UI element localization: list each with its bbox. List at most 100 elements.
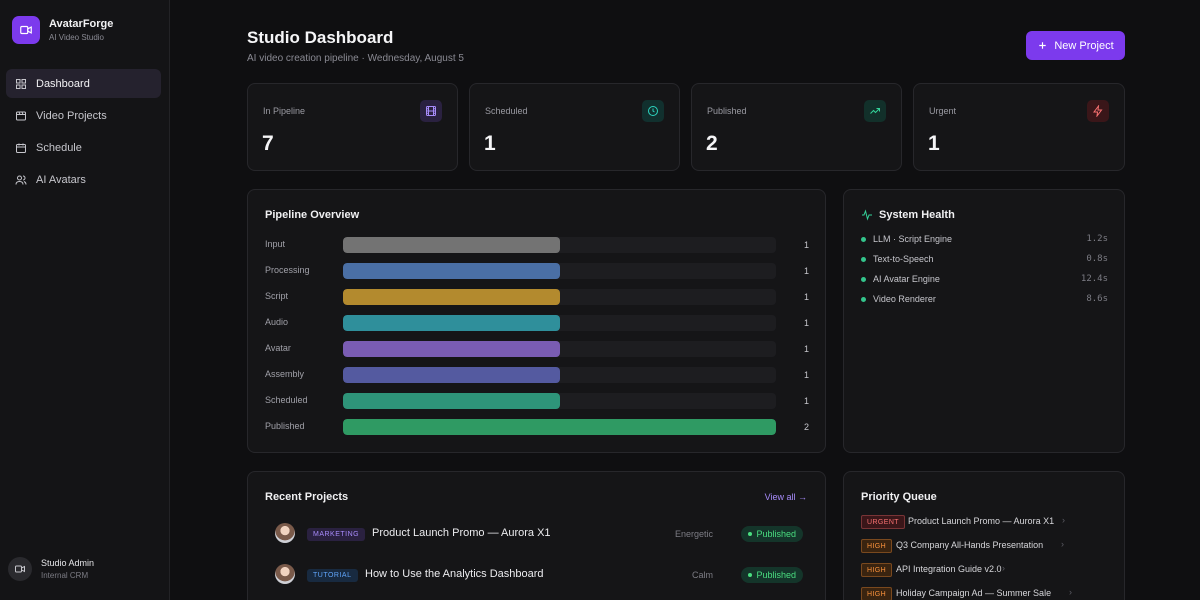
stat-card-scheduled: Scheduled 1 xyxy=(469,83,680,171)
priority-item-title: API Integration Guide v2.0 xyxy=(896,564,1002,574)
pipeline-stage-label: Audio xyxy=(265,317,289,327)
user-name: Studio Admin xyxy=(41,558,95,568)
pipeline-bar xyxy=(343,393,560,409)
service-latency: 8.6s xyxy=(1086,294,1108,304)
pipeline-overview-card: Pipeline Overview Input 1 Processing 1 Scrip… xyxy=(247,189,826,453)
zap-icon xyxy=(1087,100,1109,122)
sidebar-nav: Dashboard Video Projects Schedule AI Ava… xyxy=(6,69,161,197)
pipeline-stage-count: 1 xyxy=(804,344,810,354)
service-name: LLM · Script Engine xyxy=(873,234,953,244)
project-tone: Calm xyxy=(691,570,713,580)
pipeline-stage-label: Avatar xyxy=(265,343,291,353)
pipeline-row: Audio 1 xyxy=(265,315,810,331)
pipeline-bar-track xyxy=(343,367,776,383)
sidebar-item-label: Video Projects xyxy=(36,109,107,122)
pipeline-stage-label: Published xyxy=(265,421,305,431)
pipeline-stage-count: 1 xyxy=(804,396,810,406)
system-health-header: System Health xyxy=(861,209,955,221)
status-dot-icon xyxy=(861,237,866,242)
service-latency: 1.2s xyxy=(1086,234,1108,244)
user-profile[interactable]: Studio Admin Internal CRM xyxy=(8,557,94,581)
new-project-button[interactable]: New Project xyxy=(1026,31,1125,60)
sidebar-item-label: AI Avatars xyxy=(36,173,86,186)
priority-badge: URGENT xyxy=(861,515,905,529)
chevron-right-icon: › xyxy=(1069,587,1072,597)
clock-icon xyxy=(642,100,664,122)
pipeline-bar xyxy=(343,237,560,253)
pipeline-bar-track xyxy=(343,289,776,305)
priority-badge: HIGH xyxy=(861,587,893,600)
brand-name: AvatarForge xyxy=(49,18,114,30)
status-dot-icon xyxy=(861,297,866,302)
avatar xyxy=(275,564,295,584)
chevron-right-icon: › xyxy=(1062,515,1065,525)
priority-item-title: Q3 Company All-Hands Presentation xyxy=(896,540,1044,550)
sidebar-item-video-projects[interactable]: Video Projects xyxy=(6,101,161,130)
new-project-label: New Project xyxy=(1054,39,1114,52)
priority-queue-title: Priority Queue xyxy=(861,491,937,503)
health-service-row: Video Renderer 8.6s xyxy=(861,294,1108,308)
users-icon xyxy=(15,175,27,185)
pipeline-bar-track xyxy=(343,393,776,409)
priority-item[interactable]: URGENT Product Launch Promo — Aurora X1 › xyxy=(861,515,1121,529)
stat-value: 1 xyxy=(928,132,940,155)
pipeline-row: Published 2 xyxy=(265,419,810,435)
pipeline-bar-track xyxy=(343,315,776,331)
stat-value: 2 xyxy=(706,132,718,155)
project-title: Product Launch Promo — Aurora X1 xyxy=(372,527,551,539)
film-icon xyxy=(420,100,442,122)
pipeline-stage-count: 2 xyxy=(804,422,810,432)
pipeline-stage-count: 1 xyxy=(804,370,810,380)
priority-item[interactable]: HIGH API Integration Guide v2.0 › xyxy=(861,563,1121,577)
pipeline-bar-track xyxy=(343,341,776,357)
priority-item-title: Product Launch Promo — Aurora X1 xyxy=(908,516,1055,526)
stat-label: Urgent xyxy=(929,106,957,116)
sidebar-item-label: Dashboard xyxy=(36,77,90,90)
chevron-right-icon: › xyxy=(1002,563,1005,573)
pipeline-row: Avatar 1 xyxy=(265,341,810,357)
sidebar-item-schedule[interactable]: Schedule xyxy=(6,133,161,162)
project-tone: Energetic xyxy=(674,529,713,539)
chevron-right-icon: › xyxy=(1061,539,1064,549)
pipeline-stage-label: Input xyxy=(265,239,286,249)
pipeline-row: Assembly 1 xyxy=(265,367,810,383)
pipeline-bar xyxy=(343,289,560,305)
activity-icon xyxy=(862,209,872,221)
pipeline-bar-track xyxy=(343,263,776,279)
priority-badge: HIGH xyxy=(861,539,893,553)
page-title: Studio Dashboard xyxy=(247,28,394,47)
priority-item-title: Holiday Campaign Ad — Summer Sale xyxy=(896,588,1052,598)
pipeline-stage-label: Assembly xyxy=(265,369,305,379)
service-name: Video Renderer xyxy=(873,294,936,304)
recent-projects-title: Recent Projects xyxy=(265,491,349,503)
view-all-link[interactable]: View all → xyxy=(764,492,807,502)
sidebar-item-dashboard[interactable]: Dashboard xyxy=(6,69,161,98)
health-service-row: Text-to-Speech 0.8s xyxy=(861,254,1108,268)
project-row[interactable]: TUTORIAL How to Use the Analytics Dashboa… xyxy=(275,564,803,586)
pipeline-bar xyxy=(343,419,776,435)
sidebar-item-ai-avatars[interactable]: AI Avatars xyxy=(6,165,161,194)
stat-label: Published xyxy=(707,106,747,116)
pipeline-stage-label: Scheduled xyxy=(265,395,308,405)
brand[interactable]: AvatarForge AI Video Studio xyxy=(12,16,113,44)
project-row[interactable]: MARKETING Product Launch Promo — Aurora X… xyxy=(275,523,803,545)
pipeline-stage-label: Script xyxy=(265,291,289,301)
pipeline-bar xyxy=(343,263,560,279)
stat-value: 7 xyxy=(262,132,274,155)
pipeline-bar-track xyxy=(343,237,776,253)
sidebar: AvatarForge AI Video Studio Dashboard Vi… xyxy=(0,0,170,600)
status-dot-icon xyxy=(861,257,866,262)
status-badge: Published xyxy=(741,567,803,583)
priority-item[interactable]: HIGH Holiday Campaign Ad — Summer Sale › xyxy=(861,587,1121,600)
service-latency: 12.4s xyxy=(1080,274,1108,284)
system-health-card: System Health LLM · Script Engine 1.2s Tex… xyxy=(843,189,1125,453)
priority-item[interactable]: HIGH Q3 Company All-Hands Presentation › xyxy=(861,539,1121,553)
pipeline-bar xyxy=(343,341,560,357)
sidebar-item-label: Schedule xyxy=(36,141,82,154)
pipeline-stage-label: Processing xyxy=(265,265,310,275)
stat-card-published: Published 2 xyxy=(691,83,902,171)
film-icon xyxy=(16,111,26,120)
priority-queue-card: Priority Queue URGENT Product Launch Prom… xyxy=(843,471,1125,600)
category-tag: MARKETING xyxy=(307,528,366,541)
service-name: Text-to-Speech xyxy=(873,254,934,264)
